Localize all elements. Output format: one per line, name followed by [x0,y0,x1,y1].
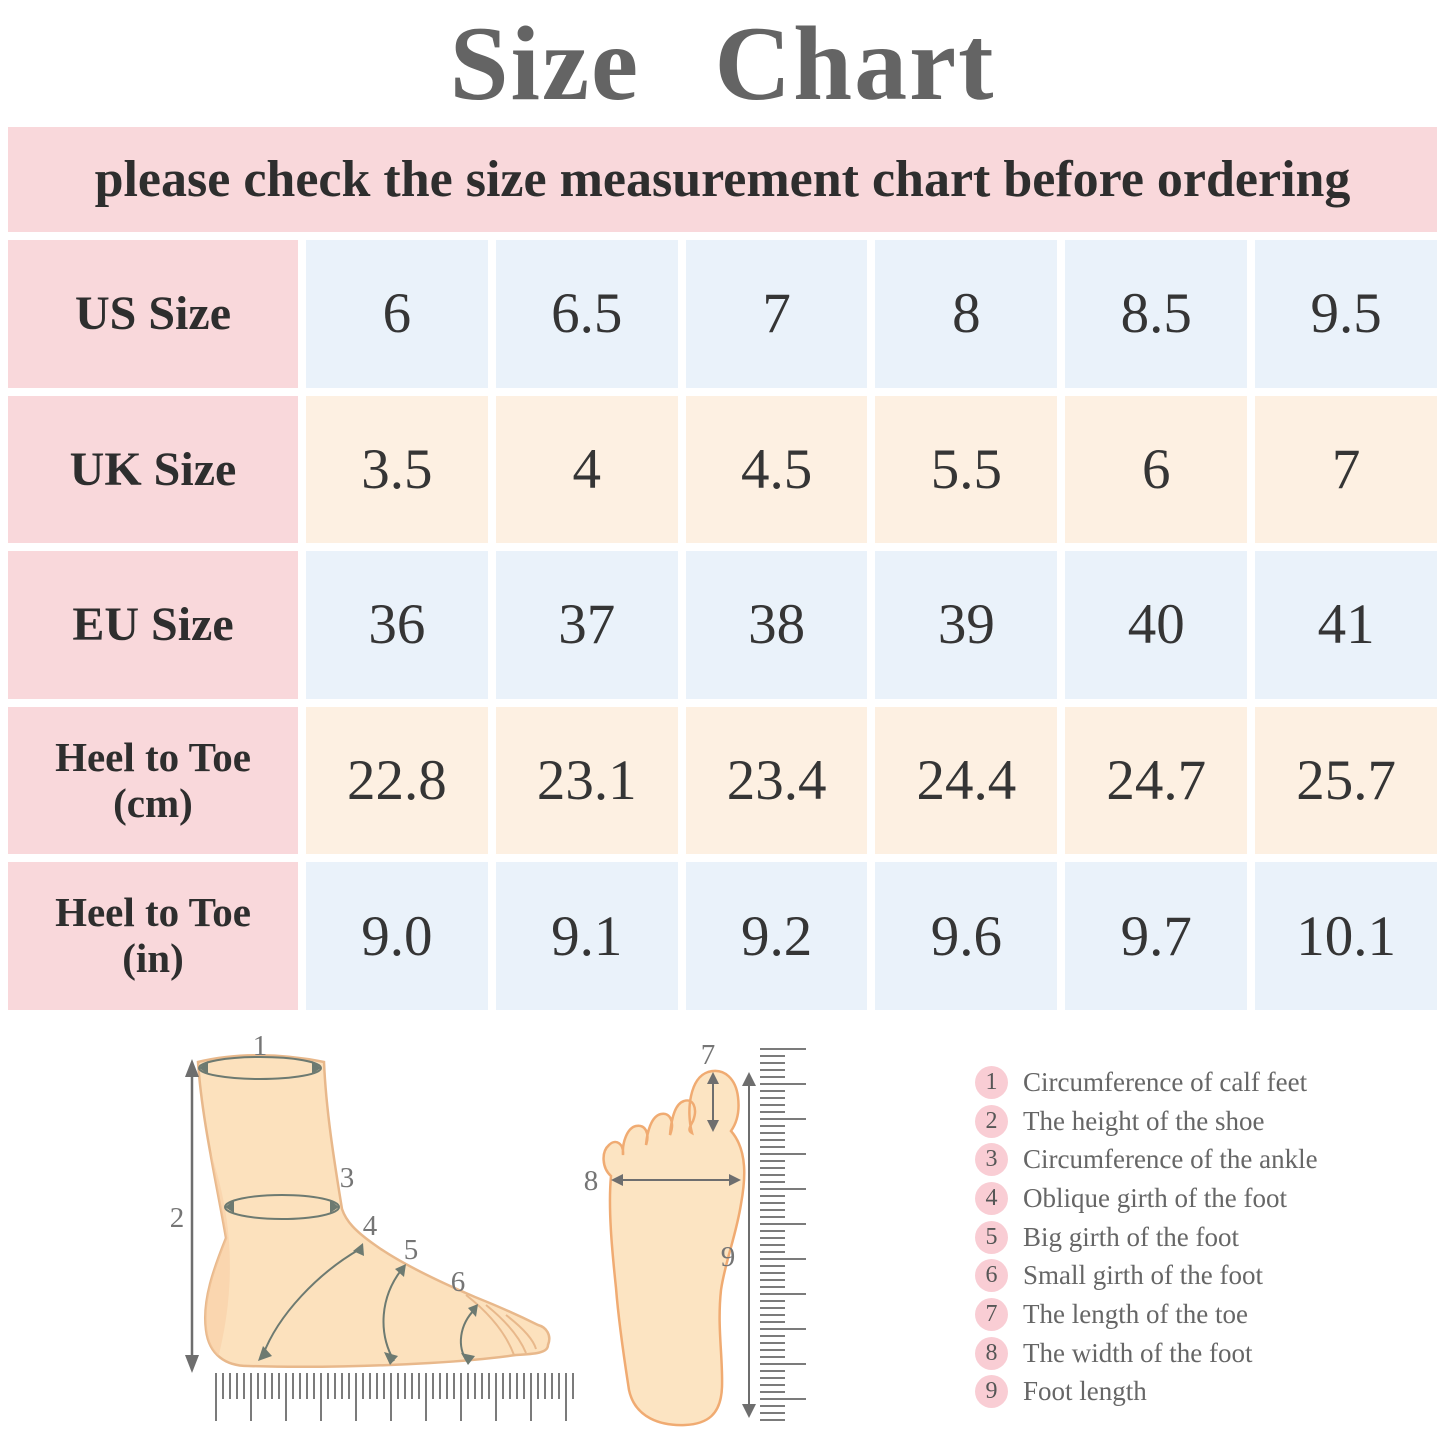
toe-length-arrow [707,1072,719,1132]
side-foot-illustration: 1 2 3 4 5 6 [170,1035,551,1373]
legend-number-badge: 7 [975,1297,1008,1331]
legend-item: 8 The width of the foot [975,1334,1395,1373]
row-header-us-size: US Size [8,240,298,388]
us-size-value: 6.5 [495,240,678,388]
legend-label: Small girth of the foot [1023,1260,1263,1291]
girth-arrowheads [199,1061,478,1365]
legend-label: Big girth of the foot [1023,1221,1239,1252]
sole-marker-9: 9 [721,1241,736,1273]
heel-toe-in-value: 9.2 [685,862,868,1010]
sole-foot-illustration: 7 8 9 [584,1040,756,1427]
heel-toe-cm-value: 24.7 [1065,706,1248,855]
us-size-value: 9.5 [1255,240,1437,388]
heel-toe-in-value: 9.6 [875,862,1058,1010]
ruler-dense-ticks [215,1373,577,1399]
heel-toe-cm-value: 24.4 [875,706,1058,855]
eu-size-value: 39 [875,551,1058,699]
legend-number-badge: 8 [975,1336,1008,1370]
row-header-heel-toe-in: Heel to Toe (in) [8,862,298,1010]
legend-item: 7 The length of the toe [975,1295,1395,1334]
ruler-dense-ticks [760,1048,785,1422]
row-header-uk-size: UK Size [8,395,298,544]
side-marker-6: 6 [451,1266,466,1298]
notice-banner-text: please check the size measurement chart … [94,151,1351,208]
foot-length-arrow [742,1072,756,1418]
us-size-value: 8.5 [1065,240,1248,388]
eu-size-value: 41 [1255,551,1437,699]
height-arrow [185,1059,199,1373]
measurement-legend: 1 Circumference of calf feet 2 The heigh… [975,1063,1395,1411]
row-header-eu-size: EU Size [8,551,298,699]
legend-number-badge: 2 [975,1104,1008,1138]
sole-foot-skin [602,1069,746,1427]
eu-size-value: 40 [1065,551,1248,699]
heel-toe-cm-value: 23.4 [685,706,868,855]
us-size-value: 8 [875,240,1058,388]
foot-width-arrow [611,1174,741,1186]
legend-label: Circumference of the ankle [1023,1144,1318,1175]
side-foot-shading [198,1055,230,1367]
legend-label: Foot length [1023,1376,1147,1407]
page-title: Size Chart [449,5,996,122]
side-marker-2: 2 [170,1202,185,1234]
legend-number-badge: 4 [975,1181,1008,1215]
vertical-ruler [760,1048,806,1422]
horizontal-ruler [215,1373,577,1421]
uk-size-value: 4.5 [685,395,868,544]
legend-number-badge: 6 [975,1259,1008,1293]
eu-size-value: 37 [495,551,678,699]
side-marker-1: 1 [253,1035,268,1062]
legend-number-badge: 1 [975,1065,1008,1099]
eu-size-value: 36 [306,551,488,699]
sole-marker-7: 7 [701,1040,716,1071]
legend-item: 6 Small girth of the foot [975,1256,1395,1295]
us-size-value: 7 [685,240,868,388]
heel-toe-in-value: 9.0 [306,862,488,1010]
legend-item: 9 Foot length [975,1373,1395,1412]
legend-label: Circumference of calf feet [1023,1066,1308,1097]
side-marker-5: 5 [404,1234,419,1266]
uk-size-value: 6 [1065,395,1248,544]
uk-size-value: 5.5 [875,395,1058,544]
heel-toe-cm-value: 22.8 [306,706,488,855]
heel-toe-in-value: 9.1 [495,862,678,1010]
side-marker-3: 3 [340,1162,355,1194]
size-table: US Size 6 6.5 7 8 8.5 9.5 UK Size 3.5 4 … [8,240,1437,1010]
legend-item: 4 Oblique girth of the foot [975,1179,1395,1218]
uk-size-value: 3.5 [306,395,488,544]
legend-item: 1 Circumference of calf feet [975,1063,1395,1102]
uk-size-value: 4 [495,395,678,544]
sole-marker-8: 8 [584,1165,599,1197]
heel-toe-in-value: 10.1 [1255,862,1437,1010]
side-marker-4: 4 [363,1210,378,1242]
us-size-value: 6 [306,240,488,388]
eu-size-value: 38 [685,551,868,699]
legend-item: 3 Circumference of the ankle [975,1140,1395,1179]
legend-label: The width of the foot [1023,1337,1253,1368]
row-header-heel-toe-cm: Heel to Toe (cm) [8,706,298,855]
legend-label: The height of the shoe [1023,1105,1265,1136]
legend-label: The length of the toe [1023,1298,1248,1329]
legend-number-badge: 5 [975,1220,1008,1254]
heel-toe-cm-value: 23.1 [495,706,678,855]
foot-sole-diagram: 7 8 9 [575,1040,905,1445]
uk-size-value: 7 [1255,395,1437,544]
legend-label: Oblique girth of the foot [1023,1182,1287,1213]
notice-banner: please check the size measurement chart … [8,127,1437,232]
legend-number-badge: 9 [975,1375,1008,1409]
toe-crease-lines [465,1294,537,1356]
legend-item: 5 Big girth of the foot [975,1218,1395,1257]
heel-toe-in-value: 9.7 [1065,862,1248,1010]
heel-toe-cm-value: 25.7 [1255,706,1437,855]
legend-number-badge: 3 [975,1143,1008,1177]
foot-side-diagram: 1 2 3 4 5 6 [150,1035,610,1435]
legend-item: 2 The height of the shoe [975,1102,1395,1141]
